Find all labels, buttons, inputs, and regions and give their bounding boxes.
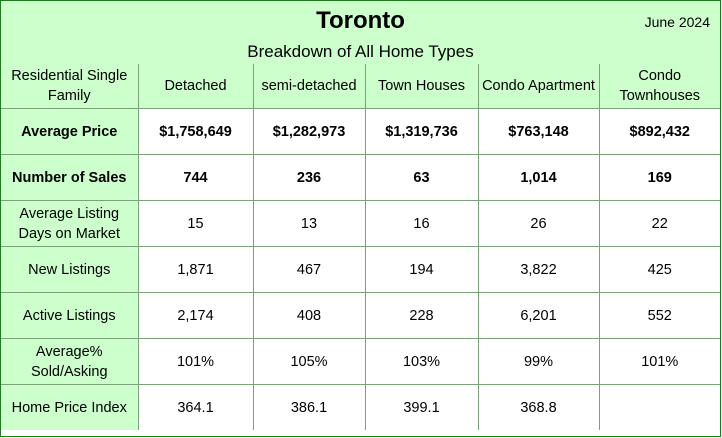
table-cell: 425 — [598, 246, 720, 293]
table-cell: 228 — [364, 292, 479, 339]
table-row-home-price-index: Home Price Index 364.1 386.1 399.1 368.8 — [1, 384, 720, 430]
table-cell: 105% — [252, 338, 366, 385]
table-cell: 399.1 — [364, 384, 479, 430]
table-row-new-listings: New Listings 1,871 467 194 3,822 425 — [1, 246, 720, 293]
table-cell: 386.1 — [252, 384, 366, 430]
table-cell: 467 — [252, 246, 366, 293]
row-label: Active Listings — [1, 292, 139, 339]
table-cell: 22 — [598, 200, 720, 247]
table-cell: 364.1 — [137, 384, 254, 430]
table-cell — [598, 384, 720, 430]
table-row-average-price: Average Price $1,758,649 $1,282,973 $1,3… — [1, 108, 720, 155]
home-types-table: Residential Single Family Detached semi-… — [1, 64, 720, 430]
column-header-row: Residential Single Family Detached semi-… — [1, 64, 720, 109]
table-cell: 16 — [364, 200, 479, 247]
row-label: Average Listing Days on Market — [1, 200, 139, 247]
table-cell: 368.8 — [477, 384, 600, 430]
table-row-days-on-market: Average Listing Days on Market 15 13 16 … — [1, 200, 720, 247]
table-cell: $1,319,736 — [364, 108, 479, 155]
table-cell: $763,148 — [477, 108, 600, 155]
table-cell: 3,822 — [477, 246, 600, 293]
table-cell: 101% — [598, 338, 720, 385]
report-date: June 2024 — [644, 14, 710, 30]
table-cell: 26 — [477, 200, 600, 247]
table-cell: $892,432 — [598, 108, 720, 155]
table-cell: 1,014 — [477, 154, 600, 201]
row-label: Average% Sold/Asking — [1, 338, 139, 385]
row-label: Home Price Index — [1, 384, 139, 430]
table-cell: 552 — [598, 292, 720, 339]
column-header-category: Residential Single Family — [1, 64, 139, 109]
report-header: Toronto Breakdown of All Home Types June… — [1, 1, 720, 65]
table-cell: 169 — [598, 154, 720, 201]
table-cell: 13 — [252, 200, 366, 247]
table-row-number-of-sales: Number of Sales 744 236 63 1,014 169 — [1, 154, 720, 201]
column-header-condo-townhouses: Condo Townhouses — [598, 64, 720, 109]
row-label: Average Price — [1, 108, 139, 155]
table-cell: 2,174 — [137, 292, 254, 339]
table-cell: 63 — [364, 154, 479, 201]
table-row-active-listings: Active Listings 2,174 408 228 6,201 552 — [1, 292, 720, 339]
table-cell: 408 — [252, 292, 366, 339]
table-cell: 194 — [364, 246, 479, 293]
table-cell: 236 — [252, 154, 366, 201]
table-cell: 103% — [364, 338, 479, 385]
table-cell: 744 — [137, 154, 254, 201]
table-cell: 1,871 — [137, 246, 254, 293]
report-subtitle: Breakdown of All Home Types — [247, 42, 474, 61]
column-header-semi-detached: semi-detached — [252, 64, 366, 109]
row-label: New Listings — [1, 246, 139, 293]
table-cell: 6,201 — [477, 292, 600, 339]
row-label: Number of Sales — [1, 154, 139, 201]
table-cell: 15 — [137, 200, 254, 247]
column-header-detached: Detached — [137, 64, 254, 109]
column-header-condo-apartment: Condo Apartment — [477, 64, 600, 109]
column-header-town-houses: Town Houses — [364, 64, 479, 109]
table-cell: $1,758,649 — [137, 108, 254, 155]
table-row-sold-asking: Average% Sold/Asking 101% 105% 103% 99% … — [1, 338, 720, 385]
table-cell: 101% — [137, 338, 254, 385]
report-title: Toronto — [316, 7, 405, 34]
table-cell: 99% — [477, 338, 600, 385]
table-cell: $1,282,973 — [252, 108, 366, 155]
